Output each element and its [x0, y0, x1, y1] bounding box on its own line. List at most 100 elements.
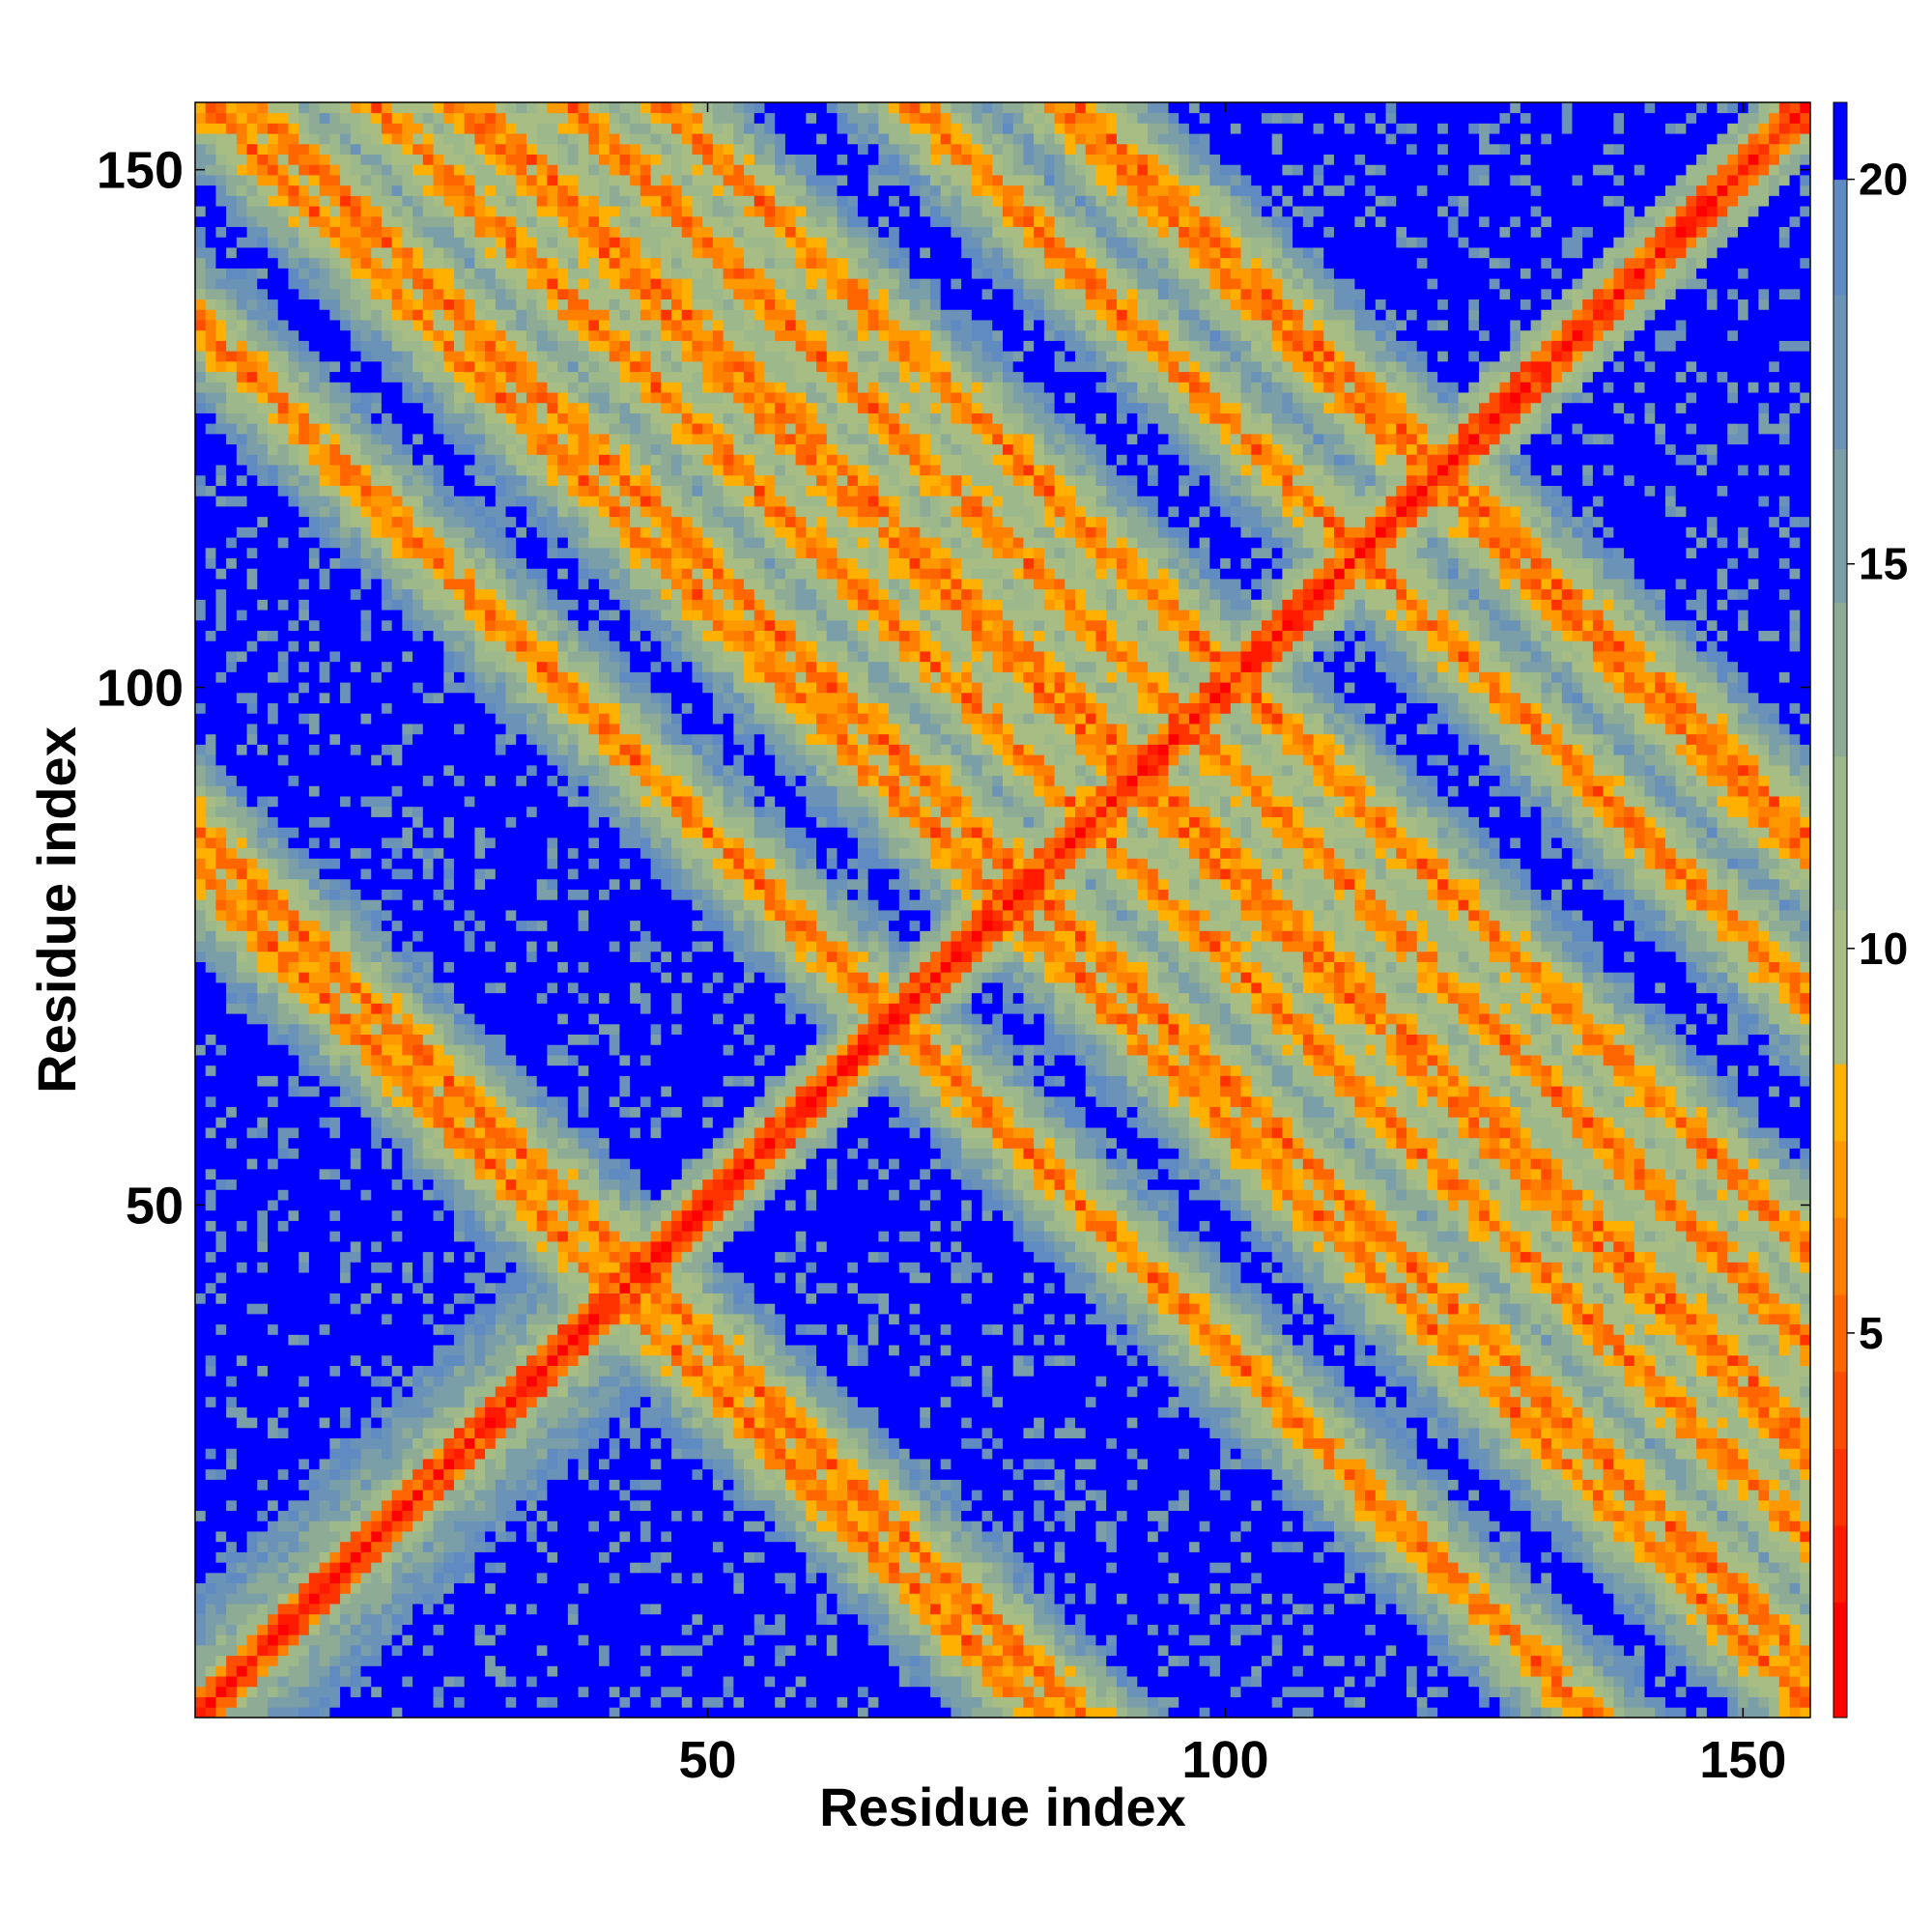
- heatmap-cell: [1582, 1562, 1594, 1574]
- heatmap-cell: [277, 392, 289, 404]
- heatmap-cell: [360, 1003, 372, 1014]
- heatmap-cell: [1686, 1604, 1697, 1615]
- heatmap-cell: [784, 1676, 797, 1688]
- heatmap-cell: [340, 257, 352, 269]
- heatmap-cell: [992, 1686, 1004, 1697]
- heatmap-cell: [505, 1665, 517, 1677]
- heatmap-cell: [236, 640, 247, 652]
- heatmap-cell: [257, 1696, 269, 1708]
- heatmap-cell: [360, 1676, 372, 1688]
- heatmap-cell: [246, 1604, 258, 1615]
- heatmap-cell: [909, 1696, 921, 1708]
- heatmap-cell: [288, 1231, 299, 1242]
- heatmap-cell: [536, 1676, 548, 1688]
- heatmap-cell: [277, 1490, 289, 1501]
- heatmap-cell: [215, 1272, 227, 1284]
- heatmap-cell: [236, 1644, 247, 1657]
- heatmap-cell: [205, 785, 216, 797]
- heatmap-cell: [1003, 1624, 1014, 1635]
- heatmap-cell: [308, 1055, 321, 1066]
- heatmap-cell: [195, 1034, 207, 1045]
- heatmap-cell: [277, 1179, 289, 1190]
- heatmap-cell: [1148, 1613, 1159, 1625]
- heatmap-cell: [661, 1696, 672, 1708]
- heatmap-cell: [1261, 1582, 1273, 1594]
- heatmap-cell: [464, 1604, 475, 1615]
- heatmap-cell: [661, 1572, 672, 1584]
- heatmap-cell: [1168, 1613, 1179, 1625]
- heatmap-cell: [226, 568, 238, 580]
- heatmap-cell: [702, 1572, 714, 1584]
- heatmap-cell: [288, 1593, 299, 1605]
- heatmap-cell: [775, 1582, 786, 1594]
- heatmap-cell: [1769, 1676, 1780, 1688]
- heatmap-cell: [329, 1323, 341, 1335]
- heatmap-cell: [215, 1707, 227, 1719]
- heatmap-cell: [308, 1314, 321, 1325]
- heatmap-cell: [1747, 1686, 1759, 1697]
- heatmap-cell: [981, 1644, 993, 1657]
- heatmap-cell: [226, 785, 238, 797]
- heatmap-cell: [329, 1644, 341, 1657]
- heatmap-cell: [1717, 1604, 1728, 1615]
- heatmap-cell: [381, 1593, 393, 1605]
- heatmap-cell: [288, 920, 299, 931]
- heatmap-cell: [215, 1262, 227, 1273]
- heatmap-cell: [226, 744, 238, 755]
- heatmap-cell: [215, 1106, 227, 1118]
- heatmap-cell: [308, 360, 321, 373]
- heatmap-cell: [226, 1624, 238, 1635]
- heatmap-cell: [277, 1634, 289, 1646]
- heatmap-cell: [1686, 1562, 1697, 1574]
- heatmap-cell: [639, 1644, 651, 1657]
- heatmap-cell: [1582, 1696, 1594, 1708]
- heatmap-cell: [288, 237, 299, 248]
- heatmap-cell: [329, 1459, 341, 1470]
- heatmap-cell: [236, 185, 247, 196]
- heatmap-cell: [226, 1593, 238, 1605]
- heatmap-cell: [319, 164, 330, 176]
- heatmap-cell: [277, 982, 289, 994]
- heatmap-cell: [495, 1686, 506, 1697]
- heatmap-cell: [268, 992, 279, 1004]
- heatmap-cell: [1706, 1572, 1718, 1584]
- heatmap-cell: [671, 1696, 683, 1708]
- heatmap-cell: [433, 1707, 444, 1719]
- heatmap-cell: [1644, 1665, 1656, 1677]
- heatmap-cell: [1634, 1634, 1645, 1646]
- heatmap-cell: [712, 1624, 724, 1635]
- heatmap-cell: [1054, 1613, 1065, 1625]
- heatmap-cell: [257, 1376, 269, 1387]
- heatmap-cell: [308, 961, 321, 973]
- heatmap-cell: [350, 329, 361, 341]
- heatmap-cell: [308, 1086, 321, 1097]
- heatmap-cell: [226, 557, 238, 569]
- heatmap-cell: [1168, 1676, 1179, 1688]
- heatmap-cell: [371, 1676, 383, 1688]
- heatmap-cell: [308, 899, 321, 911]
- heatmap-cell: [350, 1499, 361, 1512]
- heatmap-cell: [867, 1624, 879, 1635]
- heatmap-cell: [1344, 1562, 1355, 1574]
- heatmap-cell: [195, 744, 207, 755]
- heatmap-cell: [381, 1551, 393, 1563]
- heatmap-cell: [1416, 1634, 1428, 1646]
- heatmap-cell: [1065, 1655, 1076, 1666]
- heatmap-cell: [329, 1231, 341, 1242]
- heatmap-cell: [1789, 1572, 1801, 1584]
- heatmap-cell: [308, 1686, 321, 1697]
- heatmap-cell: [205, 1034, 216, 1045]
- heatmap-cell: [226, 1220, 238, 1232]
- heatmap-cell: [205, 496, 216, 507]
- heatmap-cell: [236, 713, 247, 724]
- heatmap-cell: [1230, 1604, 1241, 1615]
- heatmap-cell: [246, 1406, 258, 1418]
- heatmap-cell: [360, 1490, 372, 1501]
- heatmap-cell: [268, 143, 279, 155]
- heatmap-cell: [1313, 1655, 1324, 1666]
- heatmap-cell: [536, 1655, 548, 1666]
- heatmap-cell: [268, 1582, 279, 1594]
- heatmap-cell: [1282, 1582, 1293, 1594]
- heatmap-cell: [329, 1272, 341, 1284]
- heatmap-cell: [226, 1314, 238, 1325]
